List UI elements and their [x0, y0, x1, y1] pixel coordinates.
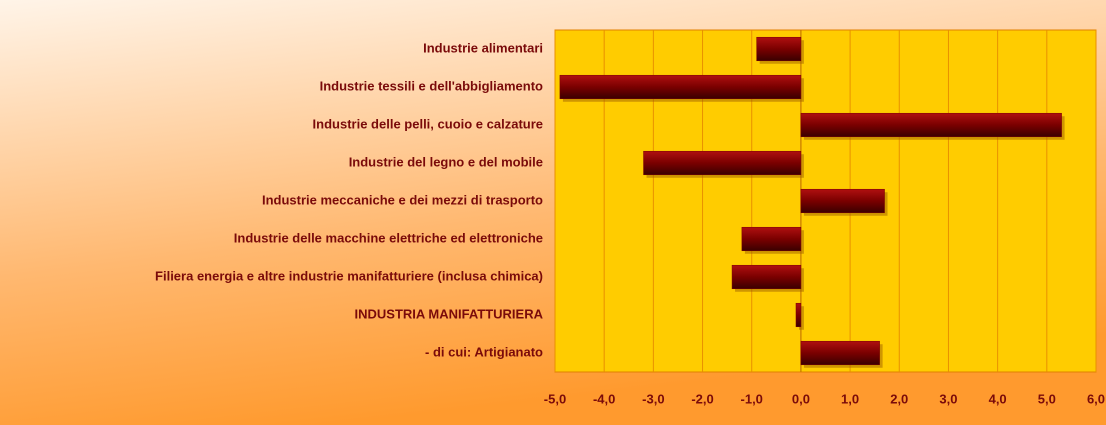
- x-tick-label: 6,0: [1087, 391, 1105, 406]
- x-tick-label: 2,0: [890, 391, 908, 406]
- y-tick-label: Industrie delle macchine elettriche ed e…: [234, 230, 543, 245]
- y-tick-label: - di cui: Artigianato: [425, 344, 543, 359]
- x-tick-label: -3,0: [642, 391, 664, 406]
- x-tick-label: 0,0: [792, 391, 810, 406]
- bar-shadow: [798, 306, 804, 330]
- x-tick-label: -1,0: [741, 391, 763, 406]
- x-tick-label: 4,0: [989, 391, 1007, 406]
- x-tick-label: 1,0: [841, 391, 859, 406]
- y-tick-label: Industrie alimentari: [423, 40, 543, 55]
- bar: [800, 112, 1062, 138]
- x-tick-label: -4,0: [593, 391, 615, 406]
- y-tick-label: Filiera energia e altre industrie manifa…: [155, 268, 543, 283]
- bar: [643, 150, 802, 176]
- y-tick-label: Industrie del legno e del mobile: [349, 154, 543, 169]
- bar: [731, 264, 802, 290]
- bar: [800, 340, 880, 366]
- x-tick-label: 5,0: [1038, 391, 1056, 406]
- y-tick-label: Industrie delle pelli, cuoio e calzature: [313, 116, 543, 131]
- bar: [756, 36, 802, 62]
- y-tick-label: INDUSTRIA MANIFATTURIERA: [355, 306, 544, 321]
- bar: [795, 302, 802, 328]
- y-tick-label: Industrie tessili e dell'abbigliamento: [320, 78, 543, 93]
- bar: [559, 74, 802, 100]
- x-tick-label: 3,0: [939, 391, 957, 406]
- bar: [741, 226, 802, 252]
- y-tick-label: Industrie meccaniche e dei mezzi di tras…: [262, 192, 543, 207]
- bar: [800, 188, 885, 214]
- x-tick-label: -5,0: [544, 391, 566, 406]
- x-tick-label: -2,0: [691, 391, 713, 406]
